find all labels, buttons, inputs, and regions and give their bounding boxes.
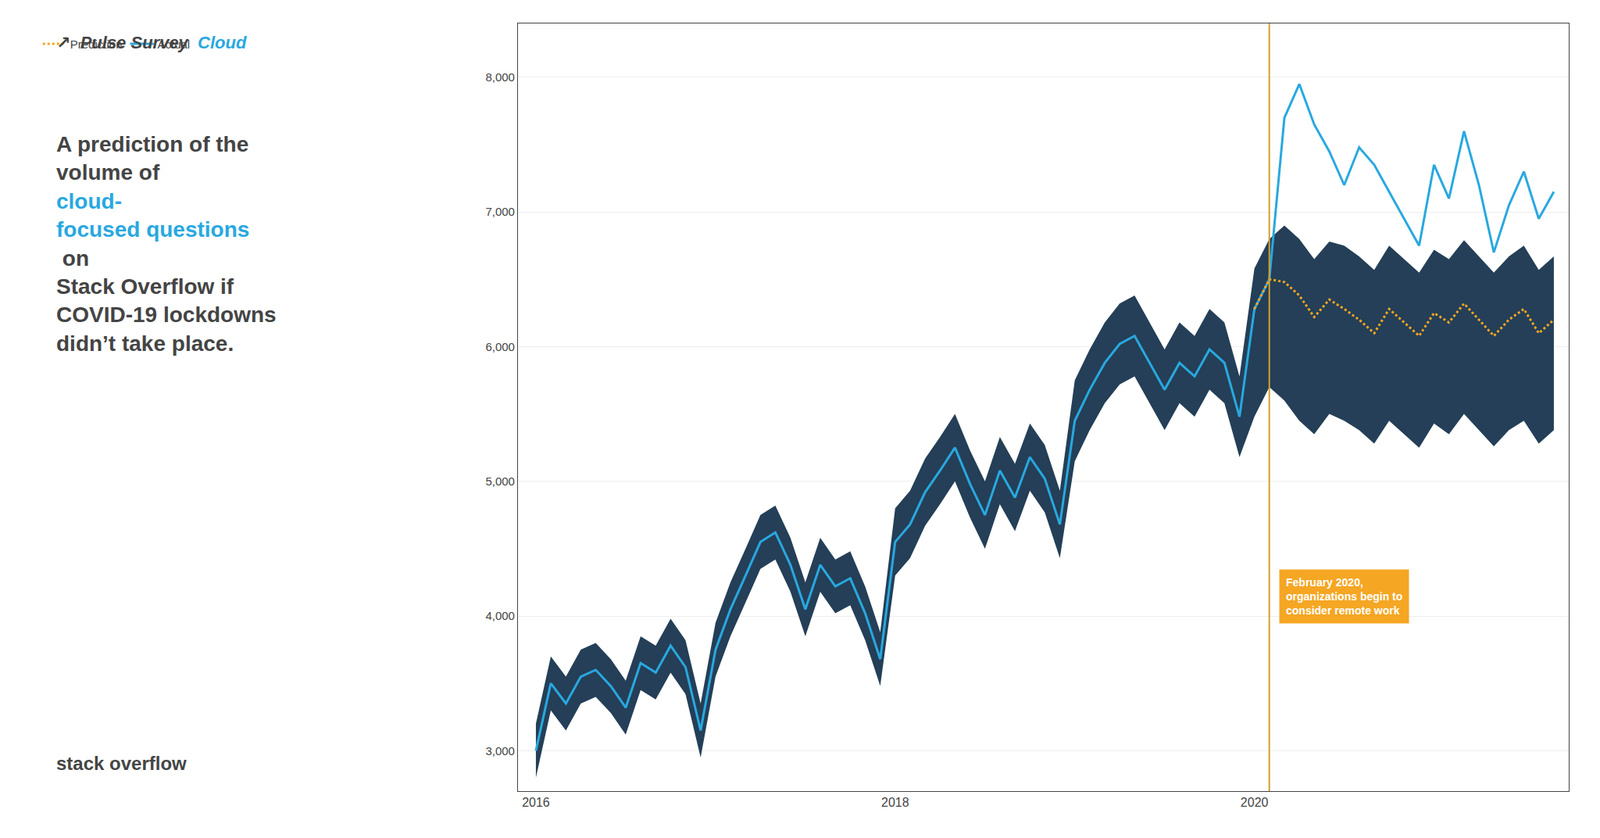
svg-text:5,000: 5,000 (485, 474, 515, 488)
svg-text:February 2020,organizations be: February 2020,organizations begin tocons… (1285, 575, 1403, 617)
svg-text:3,000: 3,000 (485, 743, 515, 758)
svg-text:4,000: 4,000 (485, 608, 515, 622)
svg-text:6,000: 6,000 (485, 339, 515, 354)
svg-text:Prediction: Prediction (70, 37, 123, 51)
svg-text:2016: 2016 (521, 795, 550, 809)
svg-text:Actual: Actual (157, 37, 190, 51)
svg-text:stack overflow: stack overflow (56, 752, 187, 774)
svg-text:2020: 2020 (1240, 795, 1269, 809)
svg-text:↗ Pulse Survey Cloud: ↗ Pulse Survey Cloud (56, 32, 247, 53)
svg-text:8,000: 8,000 (485, 70, 515, 84)
svg-text:2018: 2018 (881, 795, 910, 809)
svg-text:7,000: 7,000 (485, 204, 515, 218)
svg-text:A prediction of thevolume of c: A prediction of thevolume of cloud-focus… (56, 132, 277, 356)
